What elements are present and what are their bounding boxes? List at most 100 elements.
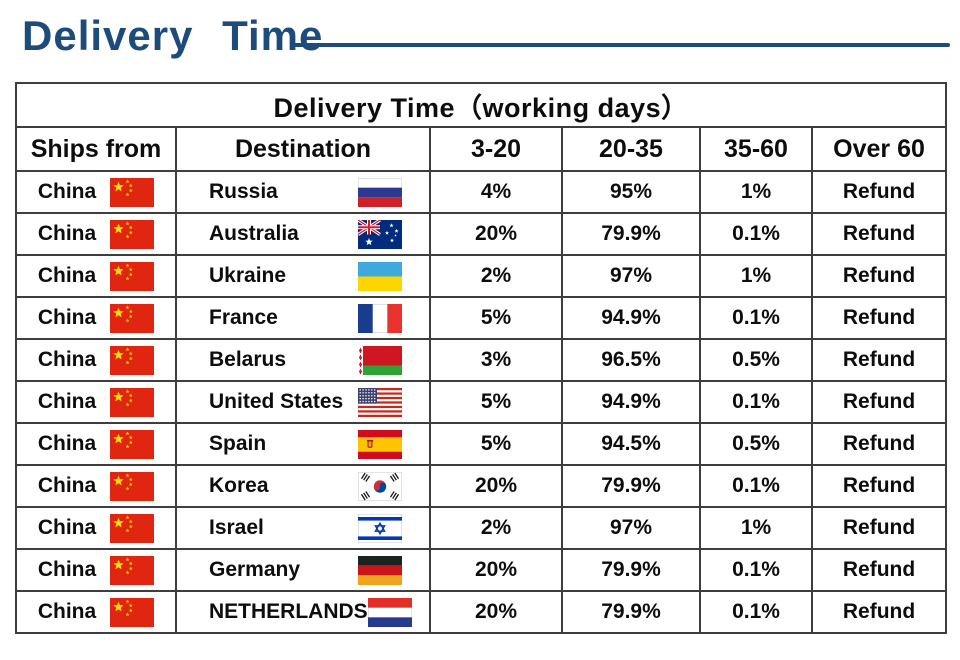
- destination-cell: United States: [175, 380, 431, 424]
- ships-from-label: China: [37, 558, 97, 581]
- pct-35-60-cell: 1%: [699, 170, 813, 214]
- ships-from-label: China: [37, 516, 97, 539]
- ships-from-cell: China: [15, 254, 177, 298]
- pct-35-60-cell: 0.5%: [699, 338, 813, 382]
- destination-label: NETHERLANDS: [209, 600, 368, 623]
- table-title-row: Delivery Time（working days）: [14, 82, 948, 128]
- table-row: China NETHERLANDS 20% 79.9% 0.1% Refund: [15, 590, 948, 634]
- france-flag-icon: [358, 303, 402, 333]
- destination-cell: Belarus: [175, 338, 431, 382]
- ships-from-label: China: [37, 306, 97, 329]
- ships-from-cell: China: [15, 170, 177, 214]
- ships-from-content: China: [18, 215, 174, 253]
- pct-20-35-cell: 97%: [561, 506, 701, 550]
- destination-label: France: [209, 306, 278, 329]
- russia-flag-icon: [358, 177, 402, 207]
- pct-3-20-cell: 5%: [429, 296, 563, 340]
- destination-label: Germany: [209, 558, 301, 581]
- pct-35-60-cell: 0.1%: [699, 212, 813, 256]
- over-60-cell: Refund: [810, 380, 948, 424]
- destination-label: Israel: [209, 516, 264, 539]
- ships-from-label: China: [37, 264, 97, 287]
- pct-35-60-cell: 0.1%: [699, 380, 813, 424]
- destination-label: Korea: [209, 474, 269, 497]
- pct-20-35-cell: 95%: [561, 170, 701, 214]
- pct-3-20-cell: 20%: [429, 548, 563, 592]
- pct-35-60-cell: 0.5%: [699, 422, 813, 466]
- australia-flag-icon: [358, 219, 402, 249]
- over-60-cell: Refund: [810, 254, 948, 298]
- destination-content: France: [178, 299, 428, 337]
- pct-20-35-cell: 79.9%: [561, 212, 701, 256]
- china-flag-icon: [110, 345, 155, 375]
- destination-cell: Spain: [175, 422, 431, 466]
- over-60-cell: Refund: [810, 170, 948, 214]
- pct-3-20-cell: 20%: [429, 590, 563, 634]
- table-title: Delivery Time（working days）: [14, 82, 948, 128]
- pct-20-35-cell: 94.9%: [561, 296, 701, 340]
- destination-cell: Ukraine: [175, 254, 431, 298]
- china-flag-icon: [110, 303, 155, 333]
- ships-from-content: China: [18, 593, 174, 631]
- column-header-over-60: Over 60: [810, 126, 948, 172]
- ships-from-cell: China: [15, 296, 177, 340]
- ships-from-content: China: [18, 551, 174, 589]
- over-60-cell: Refund: [810, 590, 948, 634]
- china-flag-icon: [110, 555, 155, 585]
- over-60-cell: Refund: [810, 506, 948, 550]
- pct-20-35-cell: 79.9%: [561, 548, 701, 592]
- destination-cell: Australia: [175, 212, 431, 256]
- pct-20-35-cell: 79.9%: [561, 464, 701, 508]
- table-row: China Russia 4% 95% 1% Refund: [15, 170, 948, 214]
- ships-from-cell: China: [15, 422, 177, 466]
- table-body: China Russia 4% 95% 1% Refund China Australia 20…: [15, 170, 948, 634]
- destination-content: Korea: [178, 467, 428, 505]
- page-title: Delivery Time: [22, 12, 324, 59]
- ships-from-label: China: [37, 432, 97, 455]
- over-60-cell: Refund: [810, 422, 948, 466]
- pct-3-20-cell: 20%: [429, 212, 563, 256]
- pct-3-20-cell: 20%: [429, 464, 563, 508]
- destination-label: Belarus: [209, 348, 287, 371]
- table-row: China Germany 20% 79.9% 0.1% Refund: [15, 548, 948, 592]
- destination-cell: Israel: [175, 506, 431, 550]
- pct-35-60-cell: 0.1%: [699, 296, 813, 340]
- ships-from-label: China: [37, 600, 97, 623]
- table-row: China United States 5% 94.9% 0.1% Refund: [15, 380, 948, 424]
- china-flag-icon: [110, 471, 155, 501]
- destination-content: Belarus: [178, 341, 428, 379]
- pct-3-20-cell: 3%: [429, 338, 563, 382]
- ships-from-cell: China: [15, 212, 177, 256]
- column-header-20-35: 20-35: [561, 126, 701, 172]
- table-row: China Israel 2% 97% 1% Refund: [15, 506, 948, 550]
- table-row: China France 5% 94.9% 0.1% Refund: [15, 296, 948, 340]
- column-header-35-60: 35-60: [699, 126, 813, 172]
- column-header-3-20: 3-20: [429, 126, 563, 172]
- table-row: China Australia 20% 79.9% 0.1% Refund: [15, 212, 948, 256]
- pct-20-35-cell: 94.5%: [561, 422, 701, 466]
- ships-from-cell: China: [15, 338, 177, 382]
- over-60-cell: Refund: [810, 296, 948, 340]
- pct-20-35-cell: 79.9%: [561, 590, 701, 634]
- china-flag-icon: [110, 597, 155, 627]
- china-flag-icon: [110, 177, 155, 207]
- china-flag-icon: [110, 219, 155, 249]
- destination-content: Israel: [178, 509, 428, 547]
- destination-label: United States: [209, 390, 344, 413]
- ships-from-content: China: [18, 299, 174, 337]
- belarus-flag-icon: [358, 345, 402, 375]
- china-flag-icon: [110, 261, 155, 291]
- china-flag-icon: [110, 513, 155, 543]
- ships-from-label: China: [37, 348, 97, 371]
- ships-from-content: China: [18, 467, 174, 505]
- spain-flag-icon: [358, 429, 402, 459]
- destination-label: Ukraine: [209, 264, 287, 287]
- destination-label: Russia: [209, 180, 278, 203]
- destination-cell: Russia: [175, 170, 431, 214]
- table-row: China Belarus 3% 96.5% 0.5% Refund: [15, 338, 948, 382]
- pct-35-60-cell: 1%: [699, 254, 813, 298]
- germany-flag-icon: [358, 555, 402, 585]
- over-60-cell: Refund: [810, 548, 948, 592]
- destination-content: Australia: [178, 215, 428, 253]
